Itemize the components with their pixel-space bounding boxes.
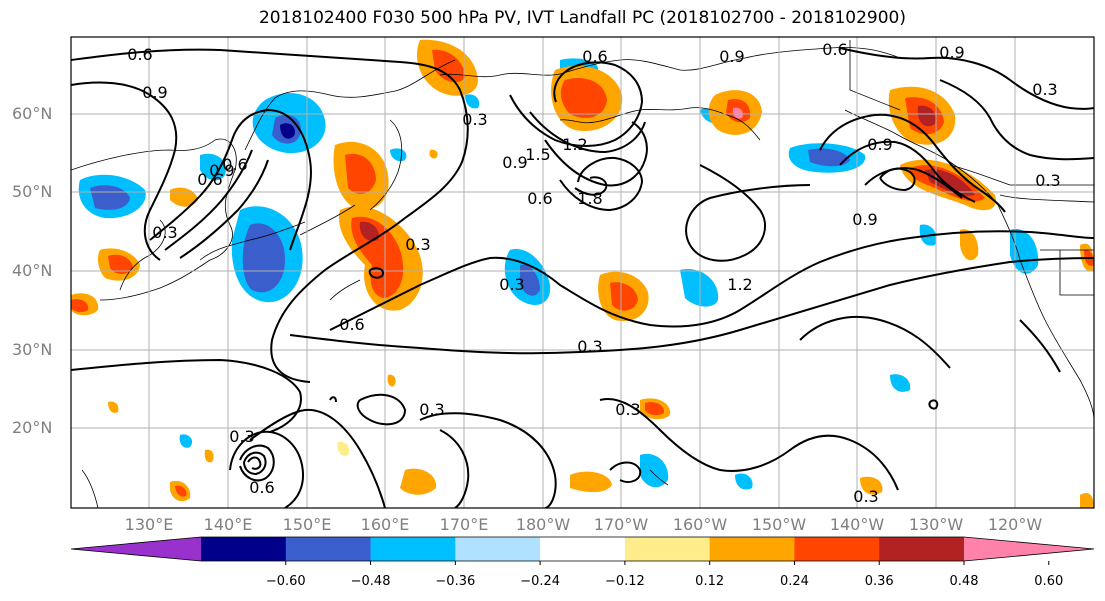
contour-label: 0.9: [852, 210, 877, 229]
lon-label: 120°W: [987, 515, 1043, 534]
colorbar-tick-label: 0.48: [949, 574, 979, 589]
contour-label: 0.3: [1032, 80, 1057, 99]
contour-label: 1.8: [577, 189, 602, 208]
lon-label: 150°E: [282, 515, 332, 534]
lon-label: 160°W: [672, 515, 728, 534]
contour-label: 0.3: [462, 110, 487, 129]
contour-labels: 0.6 0.9 0.3 0.6 0.6 0.9 0.6 0.9 0.3 1.2 …: [127, 40, 1060, 506]
contour-label: 0.3: [577, 337, 602, 356]
colorbar-segment: [709, 537, 795, 561]
colorbar-tick-label: −0.48: [350, 574, 391, 589]
gridlines: [71, 37, 1094, 508]
lat-label-20n: 20°N: [12, 418, 53, 437]
contour-label: 0.6: [197, 170, 222, 189]
colorbar-segment: [624, 537, 711, 561]
colorbar-tick-label: 0.36: [864, 574, 894, 589]
contour-label: 0.6: [339, 315, 364, 334]
lat-label-50n: 50°N: [12, 182, 53, 201]
lat-label-60n: 60°N: [12, 104, 53, 123]
contour-label: 1.2: [562, 135, 587, 154]
colorbar-extend-low: [71, 537, 201, 561]
lon-label: 160°E: [360, 515, 410, 534]
lat-label-40n: 40°N: [12, 261, 53, 280]
contour-label: 0.6: [249, 478, 274, 497]
colorbar-segment: [879, 537, 965, 561]
colorbar-tick-label: −0.24: [520, 574, 561, 589]
contour-label: 0.9: [939, 43, 964, 62]
colorbar-segment: [201, 537, 287, 561]
lat-label-30n: 30°N: [12, 340, 53, 359]
lon-label: 180°W: [515, 515, 571, 534]
colorbar-segment: [540, 537, 626, 561]
lon-label: 170°E: [439, 515, 489, 534]
colorbar-segment: [794, 537, 880, 561]
colorbar: [70, 536, 1095, 565]
contour-label: 0.3: [853, 487, 878, 506]
contour-label: 1.5: [525, 145, 550, 164]
colorbar-tick-label: −0.36: [435, 574, 476, 589]
contour-label: 0.9: [719, 47, 744, 66]
contour-label: 0.3: [405, 235, 430, 254]
contour-label: 0.9: [209, 161, 234, 180]
contour-label: 0.9: [867, 135, 892, 154]
contour-label: 0.9: [502, 153, 527, 172]
colorbar-segment: [455, 537, 541, 561]
contour-label: 0.6: [222, 155, 247, 174]
colorbar-tick-label: 0.24: [779, 574, 809, 589]
lon-label: 150°W: [751, 515, 807, 534]
coastlines: [71, 40, 1094, 508]
contour-label: 0.6: [127, 45, 152, 64]
colorbar-tick-label: −0.12: [604, 574, 645, 589]
contour-label: 0.6: [527, 189, 552, 208]
colorbar-extend-high: [964, 537, 1094, 561]
contour-label: 0.3: [419, 400, 444, 419]
colorbar-tick-label: −0.60: [265, 574, 306, 589]
colorbar-outline: [70, 536, 1095, 562]
map-title: 2018102400 F030 500 hPa PV, IVT Landfall…: [258, 8, 906, 28]
lon-label: 130°W: [908, 515, 964, 534]
contour-label: 0.6: [822, 40, 847, 59]
contour-label: 0.3: [152, 223, 177, 242]
contour-label: 0.3: [1035, 171, 1060, 190]
contour-label: 0.3: [229, 427, 254, 446]
colorbar-segment: [370, 537, 456, 561]
contour-label: 0.9: [142, 83, 167, 102]
colorbar-segment: [285, 537, 372, 561]
lon-label: 170°W: [593, 515, 649, 534]
colorbar-tick-label: 0.12: [695, 574, 725, 589]
pv-contours: [71, 47, 1094, 508]
contour-label: 1.2: [727, 275, 752, 294]
contour-label: 0.3: [499, 275, 524, 294]
map-frame: [70, 36, 1095, 509]
contour-label: 0.6: [582, 47, 607, 66]
map-panel: [71, 37, 1094, 508]
colorbar-tick-label: 0.60: [1034, 574, 1064, 589]
lon-label: 130°E: [124, 515, 174, 534]
lon-label: 140°W: [829, 515, 885, 534]
lon-label: 140°E: [203, 515, 253, 534]
contour-label: 0.3: [615, 400, 640, 419]
